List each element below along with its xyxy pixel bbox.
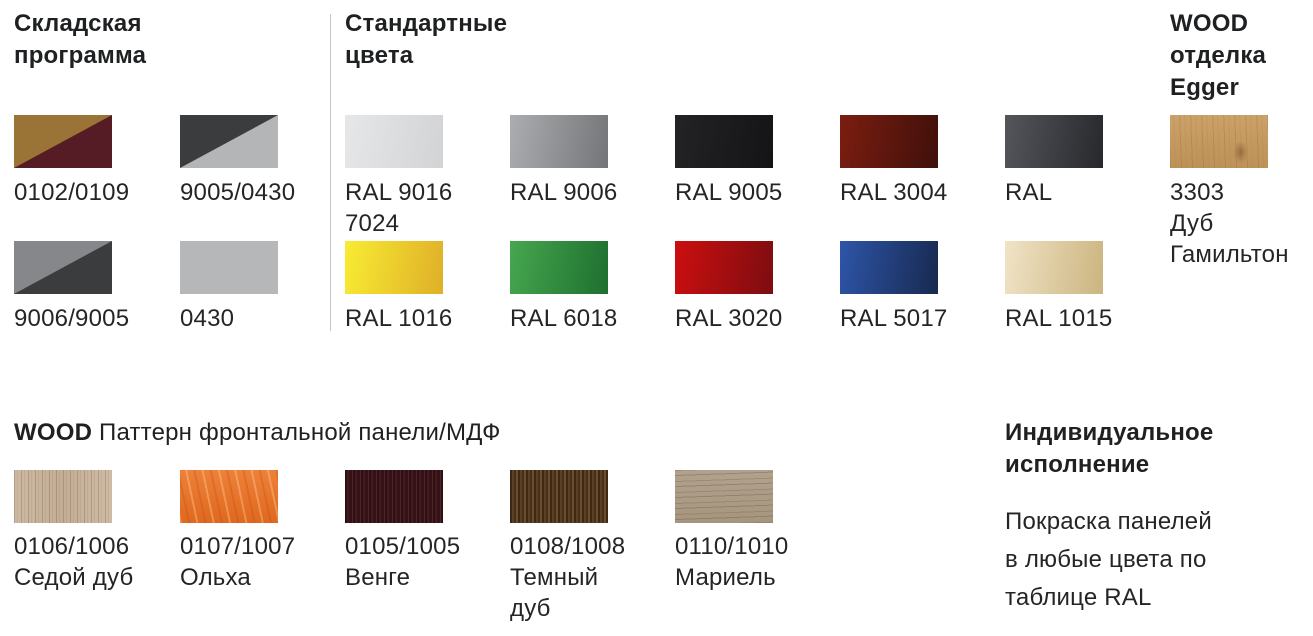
swatch-9005-0430 [180,115,278,168]
swatch-wood-0107-alder [180,470,278,523]
swatch-label: RAL 3004 [840,179,948,206]
wood-name: Венге [345,564,411,591]
swatch-label: 0106/1006 Седой дуб [14,531,133,593]
vertical-divider [330,14,331,331]
swatch-label: RAL 5017 [840,305,948,332]
swatch-wood-0108-dark-oak [510,470,608,523]
wood-code: 0107/1007 [180,533,296,560]
swatch-label: RAL 6018 [510,305,618,332]
swatch-label: RAL 9006 [510,179,618,206]
swatch-ral-9006 [510,115,608,168]
wood-name: Седой дуб [14,564,134,591]
swatch-wood-0105-wenge [345,470,443,523]
swatch-label: 0105/1005 Венге [345,531,460,593]
section-title-custom-execution: Индивидуальное исполнение [1005,419,1214,478]
section-title-warehouse: Складская программа [14,10,147,69]
swatch-label: 3303 Дуб Гамильтон [1170,177,1305,270]
swatch-0430 [180,241,278,294]
swatch-ral-1016 [345,241,443,294]
swatch-ral-9016 [345,115,443,168]
wood-pattern-title-bold: WOOD [14,419,93,446]
section-title-wood-egger: WOOD отделка Egger [1170,10,1267,101]
swatch-ral-6018 [510,241,608,294]
swatch-ral-1015 [1005,241,1103,294]
diagonal-top-triangle [14,115,112,168]
diagonal-top-triangle [14,241,112,294]
swatch-9006-9005 [14,241,112,294]
swatch-label: RAL [1005,179,1053,206]
wood-pattern-title-rest: Паттерн фронтальной панели/МДФ [92,419,501,446]
swatch-ral-9005 [675,115,773,168]
swatch-label: 0102/0109 [14,179,130,206]
swatch-label: 0110/1010 Мариель [675,531,788,593]
wood-code: 0106/1006 [14,533,130,560]
swatch-label: RAL 1016 [345,305,453,332]
swatch-wood-3303-oak-hamilton [1170,115,1268,168]
wood-code: 0105/1005 [345,533,461,560]
swatch-label: 0430 [180,305,235,332]
swatch-label: RAL 9005 [675,179,783,206]
swatch-0102-0109 [14,115,112,168]
swatch-ral-3020 [675,241,773,294]
swatch-label: RAL 1015 [1005,305,1113,332]
swatch-wood-0106-grey-oak [14,470,112,523]
swatch-label: 9005/0430 [180,179,296,206]
swatch-label: 0107/1007 Ольха [180,531,295,593]
diagonal-top-triangle [180,115,278,168]
swatch-label: RAL 9016 7024 [345,177,452,239]
swatch-label: RAL 3020 [675,305,783,332]
custom-execution-description: Покраска панелей в любые цвета по таблиц… [1005,508,1212,611]
section-title-standard: Стандартные цвета [345,10,508,69]
wood-code: 3303 [1170,179,1225,206]
wood-name: Темный дуб [510,564,599,622]
swatch-label: 0108/1008 Темный дуб [510,531,625,624]
wood-name: Мариель [675,564,776,591]
swatch-label-line2: 7024 [345,210,400,237]
wood-code: 0110/1010 [675,533,789,560]
wood-name: Дуб Гамильтон [1170,210,1289,268]
swatch-ral-5017 [840,241,938,294]
swatch-ral-7024 [1005,115,1103,168]
swatch-label-line1: RAL 9016 [345,179,453,206]
swatch-label: 9006/9005 [14,305,130,332]
swatch-wood-0110-mariel [675,470,773,523]
section-title-wood-pattern: WOOD Паттерн фронтальной панели/МДФ [14,417,714,449]
swatch-ral-3004 [840,115,938,168]
wood-code: 0108/1008 [510,533,626,560]
wood-name: Ольха [180,564,251,591]
